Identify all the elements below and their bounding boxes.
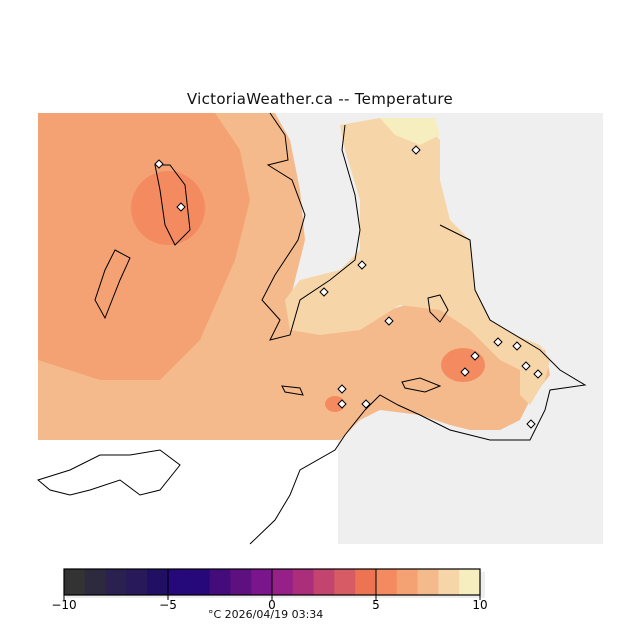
colorbar-bin — [334, 569, 356, 595]
station-marker[interactable] — [384, 316, 394, 326]
nodata-region — [38, 440, 338, 544]
colorbar-bin — [272, 569, 294, 595]
warm-spot-west — [131, 171, 205, 245]
colorbar-bin — [84, 569, 107, 595]
warm-spot-south — [325, 396, 345, 412]
colorbar-tick-label: 10 — [472, 598, 487, 612]
station-marker[interactable] — [337, 399, 347, 409]
coastlines — [36, 112, 587, 545]
colorbar-bin — [292, 569, 315, 595]
station-marker[interactable] — [154, 159, 164, 169]
station-marker[interactable] — [526, 419, 536, 429]
colorbar-bin — [126, 569, 148, 595]
colorbar-bin — [355, 569, 377, 595]
colorbar-bin — [105, 569, 127, 595]
colorbar-tick-label: −10 — [51, 598, 76, 612]
colorbar-bin — [64, 569, 86, 595]
station-marker[interactable] — [319, 287, 329, 297]
station-marker[interactable] — [460, 367, 470, 377]
station-marker[interactable] — [512, 341, 522, 351]
colorbar-tick-label: 5 — [372, 598, 380, 612]
colorbar-tick-label: −5 — [159, 598, 177, 612]
map-title: VictoriaWeather.ca -- Temperature — [186, 90, 454, 108]
station-marker[interactable] — [357, 260, 367, 270]
station-marker[interactable] — [493, 337, 503, 347]
station-marker[interactable] — [337, 384, 347, 394]
colorbar-bin — [230, 569, 252, 595]
colorbar-bin — [168, 569, 190, 595]
contour-6-7 — [38, 113, 250, 380]
colorbar-bin — [313, 569, 335, 595]
colorbar-bin — [459, 569, 481, 595]
colorbar-bin — [147, 569, 169, 595]
colorbar-bin — [396, 569, 419, 595]
contour-8-9 — [285, 118, 550, 405]
station-marker[interactable] — [533, 369, 543, 379]
station-marker[interactable] — [361, 399, 371, 409]
colorbar-bin — [251, 569, 273, 595]
colorbar-tick-label: 0 — [268, 598, 276, 612]
station-markers — [154, 145, 543, 429]
station-marker[interactable] — [470, 351, 480, 361]
colorbar-caption: °C 2026/04/19 03:34 — [208, 608, 324, 621]
contour-9-10 — [380, 118, 440, 145]
colorbar-bin — [376, 569, 398, 595]
colorbar-bin — [438, 569, 460, 595]
station-marker[interactable] — [521, 361, 531, 371]
colorbar-bin — [209, 569, 231, 595]
station-marker[interactable] — [176, 202, 186, 212]
colorbar-bin — [188, 569, 211, 595]
station-marker[interactable] — [411, 145, 421, 155]
colorbar-bin — [417, 569, 439, 595]
